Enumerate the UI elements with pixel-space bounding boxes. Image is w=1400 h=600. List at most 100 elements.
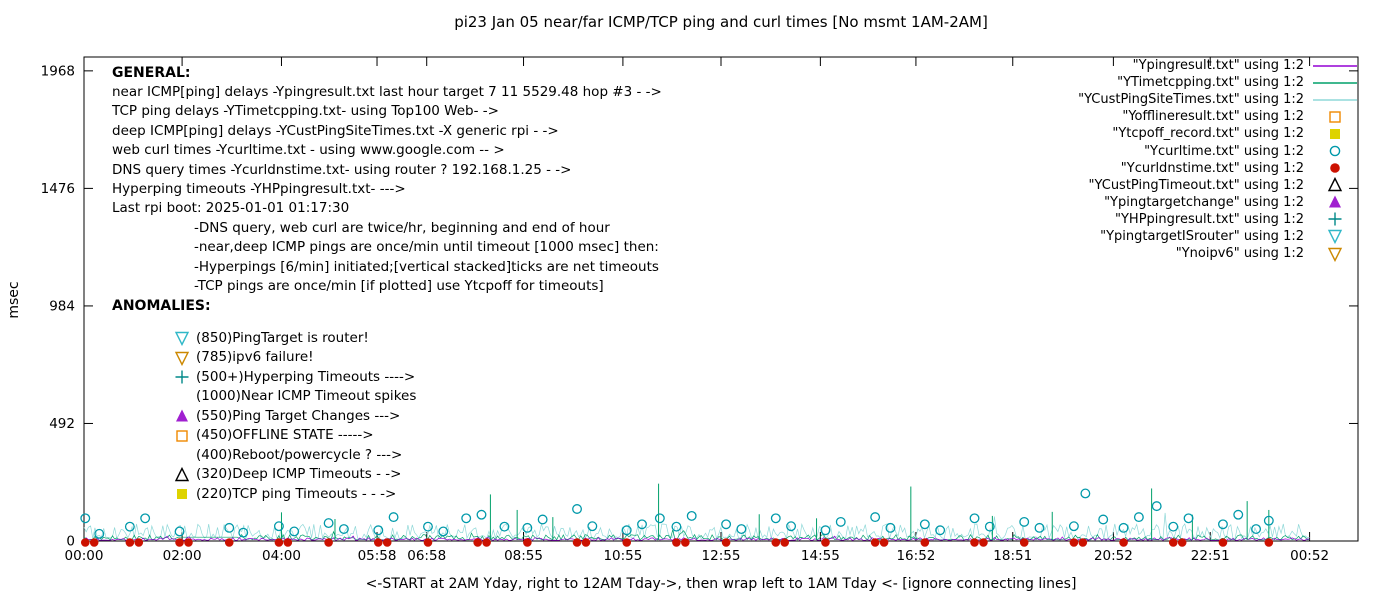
general-note: -DNS query, web curl are twice/hr, begin…: [194, 219, 610, 236]
general-note: -Hyperpings [6/min] initiated;[vertical …: [194, 258, 659, 275]
x-axis-label: <-START at 2AM Yday, right to 12AM Tday-…: [365, 576, 1077, 592]
general-heading: GENERAL:: [112, 65, 191, 81]
square-filled-icon: [1330, 128, 1340, 139]
curl-point: [770, 513, 781, 524]
x-tick-label: 04:00: [262, 548, 301, 564]
anomaly-item: (320)Deep ICMP Timeouts - ->: [174, 465, 662, 485]
curl-point: [919, 519, 930, 530]
anomaly-item: (850)PingTarget is router!: [174, 328, 662, 348]
legend-entry: "Ycurldnstime.txt" using 1:2: [1078, 160, 1358, 177]
legend-label: "YTimetcpping.txt" using 1:2: [1117, 75, 1304, 91]
dns-point: [224, 538, 234, 547]
x-tick-label: 08:55: [504, 548, 543, 564]
legend-marker: [1312, 194, 1358, 210]
curl-point: [870, 512, 881, 523]
anomaly-label: (850)PingTarget is router!: [196, 329, 369, 346]
dns-point: [324, 538, 333, 547]
anomaly-marker: [174, 408, 190, 424]
curl-point: [835, 516, 846, 527]
triangle-up-filled-icon: [176, 409, 188, 422]
curl-point: [1068, 521, 1079, 532]
dns-point: [274, 538, 284, 547]
dns-point: [821, 538, 830, 547]
dns-point: [1069, 538, 1079, 547]
anomaly-label: (785)ipv6 failure!: [196, 349, 314, 366]
anomaly-marker: [174, 447, 190, 463]
dns-point: [283, 538, 293, 547]
legend-entry: "Ytcpoff_record.txt" using 1:2: [1078, 125, 1358, 142]
anomaly-marker: [174, 369, 190, 385]
anomaly-label: (1000)Near ICMP Timeout spikes: [196, 388, 417, 405]
x-tick-label: 10:55: [603, 548, 642, 564]
curl-point: [935, 525, 946, 536]
y-tick-label: 492: [49, 416, 75, 432]
dns-point: [771, 538, 781, 547]
curl-point: [736, 524, 747, 535]
anomaly-label: (320)Deep ICMP Timeouts - ->: [196, 466, 402, 483]
anomaly-marker: [174, 466, 190, 483]
dns-point: [1168, 538, 1178, 547]
legend-label: "Ytcpoff_record.txt" using 1:2: [1112, 126, 1304, 142]
legend-marker: [1312, 109, 1358, 125]
plus-icon: [1328, 212, 1342, 226]
plus-icon: [175, 370, 189, 384]
square-open-icon: [176, 430, 188, 442]
curl-point: [174, 526, 185, 537]
curl-point: [373, 525, 384, 536]
curl-point: [1151, 501, 1162, 512]
dns-point: [125, 538, 135, 547]
curl-point: [572, 504, 582, 514]
curl-point: [537, 514, 548, 525]
line-icon: [1313, 81, 1357, 84]
anomaly-label: (450)OFFLINE STATE ----->: [196, 427, 374, 444]
curl-point: [587, 521, 598, 532]
x-tick-label: 12:55: [702, 548, 741, 564]
legend-entry: "Yofflineresult.txt" using 1:2: [1078, 108, 1358, 125]
x-tick-label: 05:58: [358, 548, 397, 564]
general-notes: -DNS query, web curl are twice/hr, begin…: [194, 219, 662, 297]
square-open-icon: [1329, 111, 1341, 123]
anomaly-marker: [174, 486, 190, 502]
legend-label: "YCustPingSiteTimes.txt" using 1:2: [1078, 92, 1304, 108]
line-icon: [1313, 64, 1357, 67]
legend-label: "Ycurldnstime.txt" using 1:2: [1120, 160, 1304, 176]
circle-filled-icon: [1330, 163, 1340, 173]
dns-point: [572, 538, 582, 547]
curl-point: [438, 526, 449, 537]
dns-point: [89, 538, 99, 547]
general-line: web curl times -Ycurltime.txt - using ww…: [112, 142, 505, 159]
curl-point: [1218, 519, 1228, 530]
legend-entry: "YpingtargetISrouter" using 1:2: [1078, 228, 1358, 245]
triangle-down-open-icon: [174, 332, 190, 347]
x-tick-label: 00:52: [1290, 548, 1329, 564]
legend-marker: [1312, 228, 1358, 245]
anomaly-item: (220)TCP ping Timeouts - - ->: [174, 484, 662, 504]
legend-entry: "YHPpingresult.txt" using 1:2: [1078, 211, 1358, 228]
curl-point: [621, 525, 632, 536]
dns-point: [473, 538, 482, 547]
legend-label: "YHPpingresult.txt" using 1:2: [1115, 211, 1304, 227]
curl-point: [124, 521, 135, 532]
triangle-down-open-icon: [1327, 247, 1343, 262]
legend-label: "YCustPingTimeout.txt" using 1:2: [1088, 177, 1304, 193]
dns-point: [1119, 538, 1128, 547]
curl-point: [1183, 513, 1194, 524]
legend-marker: [1312, 58, 1358, 74]
dns-point: [721, 538, 731, 547]
dns-point: [1264, 538, 1274, 547]
plot-annotations: GENERAL: near ICMP[ping] delays -Ypingre…: [112, 63, 662, 504]
anomaly-item: (400)Reboot/powercycle ? --->: [174, 445, 662, 465]
dns-point: [672, 538, 681, 547]
general-lines: near ICMP[ping] delays -Ypingresult.txt …: [112, 83, 662, 219]
triangle-up-open-icon: [174, 466, 190, 481]
dns-point: [175, 538, 184, 547]
general-line: Hyperping timeouts -YHPpingresult.txt- -…: [112, 181, 406, 198]
dns-point: [373, 538, 383, 547]
dns-point: [80, 538, 90, 547]
curl-point: [80, 513, 91, 524]
anomaly-label: (220)TCP ping Timeouts - - ->: [196, 485, 397, 502]
legend-entry: "Ypingresult.txt" using 1:2: [1078, 57, 1358, 74]
anomaly-item: (500+)Hyperping Timeouts ---->: [174, 367, 662, 387]
legend-label: "Ycurltime.txt" using 1:2: [1144, 143, 1304, 159]
general-note: -near,deep ICMP pings are once/min until…: [194, 239, 659, 256]
